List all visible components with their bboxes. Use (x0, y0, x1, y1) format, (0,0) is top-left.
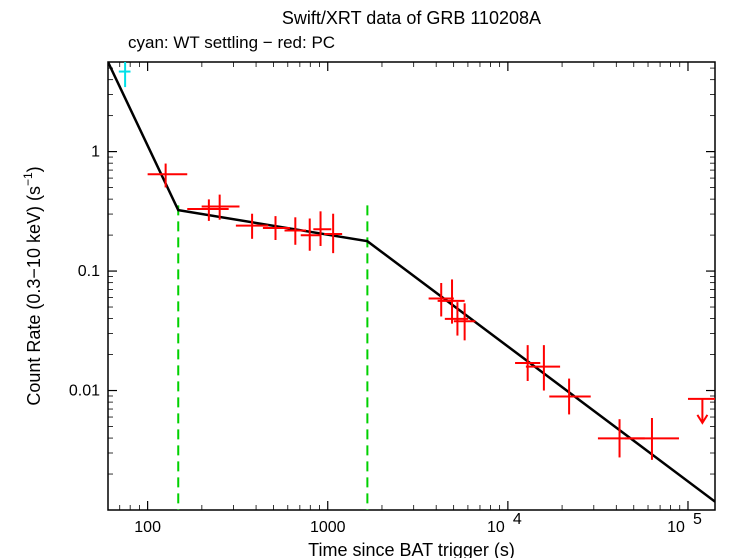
y-tick-label: 1 (91, 144, 100, 161)
y-tick-label: 0.1 (78, 263, 100, 280)
x-tick-label: 10 (667, 519, 685, 536)
x-tick-label: 10 (487, 519, 505, 536)
svg-text:Count Rate (0.3−10 keV) (s−1): Count Rate (0.3−10 keV) (s−1) (21, 166, 44, 405)
model-fit-line (108, 62, 715, 502)
x-axis-label: Time since BAT trigger (s) (308, 540, 515, 558)
chart-subtitle: cyan: WT settling − red: PC (128, 33, 335, 52)
y-axis-label: Count Rate (0.3−10 keV) (s−1) (21, 166, 44, 405)
chart-title: Swift/XRT data of GRB 110208A (282, 8, 541, 28)
chart-svg: 100 1000 10 4 10 5 0.01 0.1 1 Swift/XRT data of G… (0, 0, 746, 558)
x-tick-label: 100 (134, 519, 161, 536)
x-tick-label: 1000 (310, 519, 346, 536)
y-tick-label: 0.01 (69, 383, 100, 400)
chart-container: 100 1000 10 4 10 5 0.01 0.1 1 Swift/XRT data of G… (0, 0, 746, 558)
x-tick-sup: 4 (513, 511, 522, 528)
x-tick-sup: 5 (693, 511, 702, 528)
